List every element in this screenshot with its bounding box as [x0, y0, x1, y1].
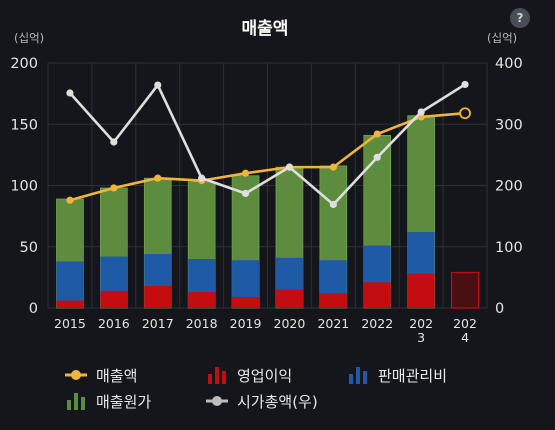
bar-operating-profit — [450, 271, 480, 309]
x-tick-label: 2020 — [274, 316, 306, 331]
series-point — [66, 196, 74, 204]
y2-tick-label: 400 — [495, 56, 523, 72]
legend-label: 판매관리비 — [378, 366, 448, 385]
y-tick-label: 100 — [10, 179, 38, 195]
legend-item-market-cap[interactable]: 시가총액(우) — [205, 390, 318, 412]
x-tick-label: 2017 — [142, 316, 174, 331]
line-dot-icon — [206, 396, 228, 406]
x-tick-label: 2016 — [98, 316, 130, 331]
y-tick-label: 150 — [10, 117, 38, 133]
series-point — [373, 130, 381, 138]
legend: 매출액 영업이익 판매관리비 매출원가 시가총액(우) — [60, 362, 530, 422]
bar-series — [56, 115, 480, 309]
legend-label: 영업이익 — [237, 366, 293, 385]
series-point — [461, 80, 469, 89]
series-point — [329, 200, 337, 209]
legend-item-operating-profit[interactable]: 영업이익 — [205, 364, 292, 386]
series-point — [459, 107, 471, 120]
y2-tick-label: 100 — [495, 240, 523, 256]
chart: 매출액 (십억) (십억) 0 50 100 150 200 0 100 200 300 400… — [10, 19, 523, 345]
series-point — [66, 89, 74, 97]
right-axis-ticks: 0 100 200 300 400 — [495, 56, 523, 317]
bar-operating-profit — [232, 296, 260, 308]
x-tick-label: 2019 — [230, 316, 262, 331]
bar-operating-profit — [407, 273, 435, 308]
y2-tick-label: 0 — [495, 301, 504, 317]
x-axis-ticks: 2015 2016 2017 2018 2019 2020 2021 2022 202 3 202 4 — [54, 316, 477, 345]
legend-label: 매출원가 — [96, 392, 152, 411]
series-line — [69, 111, 466, 202]
line-dot-icon — [65, 370, 87, 380]
left-axis-ticks: 0 50 100 150 200 — [10, 56, 38, 317]
bar-operating-profit — [363, 282, 391, 308]
series-point — [198, 174, 206, 182]
y2-tick-label: 300 — [495, 117, 523, 133]
legend-item-cost-of-sales[interactable]: 매출원가 — [64, 390, 151, 412]
series-point — [154, 81, 162, 89]
bar-operating-profit — [56, 300, 84, 308]
y-tick-label: 50 — [20, 240, 38, 256]
y-tick-label: 200 — [10, 56, 38, 72]
series-point — [110, 138, 118, 146]
legend-item-sales[interactable]: 매출액 — [64, 364, 137, 386]
x-tick-label: 2018 — [186, 316, 218, 331]
right-axis-unit: (십억) — [487, 31, 517, 45]
bar-sga — [56, 261, 84, 308]
legend-label: 매출액 — [96, 366, 138, 385]
bars-icon — [67, 393, 85, 410]
x-tick-label: 2022 — [361, 316, 393, 331]
x-tick-label: 202 4 — [453, 316, 477, 345]
x-tick-label: 2021 — [317, 316, 349, 331]
series-point — [285, 163, 294, 171]
bar-operating-profit — [319, 293, 347, 308]
bar-operating-profit — [100, 290, 128, 308]
legend-item-sga[interactable]: 판매관리비 — [346, 364, 447, 386]
help-icon[interactable]: ? — [510, 8, 530, 28]
bars-icon — [349, 367, 367, 384]
series-point — [417, 108, 425, 116]
series-point — [329, 163, 337, 171]
chart-title: 매출액 — [242, 19, 289, 39]
series-point — [154, 174, 162, 182]
left-axis-unit: (십억) — [14, 31, 44, 45]
bars-icon — [208, 367, 226, 384]
x-tick-label: 202 3 — [409, 316, 433, 345]
y2-tick-label: 200 — [495, 179, 523, 195]
series-point — [241, 189, 250, 198]
bar-operating-profit — [188, 292, 216, 308]
y-tick-label: 0 — [29, 301, 38, 317]
x-tick-label: 2015 — [54, 316, 86, 331]
bar-operating-profit — [144, 285, 172, 308]
series-point — [241, 169, 250, 177]
bar-operating-profit — [275, 289, 303, 308]
line-series — [66, 80, 471, 209]
series-point — [110, 184, 118, 192]
series-point — [373, 153, 381, 161]
legend-label: 시가총액(우) — [237, 392, 318, 411]
series-line — [68, 83, 466, 206]
